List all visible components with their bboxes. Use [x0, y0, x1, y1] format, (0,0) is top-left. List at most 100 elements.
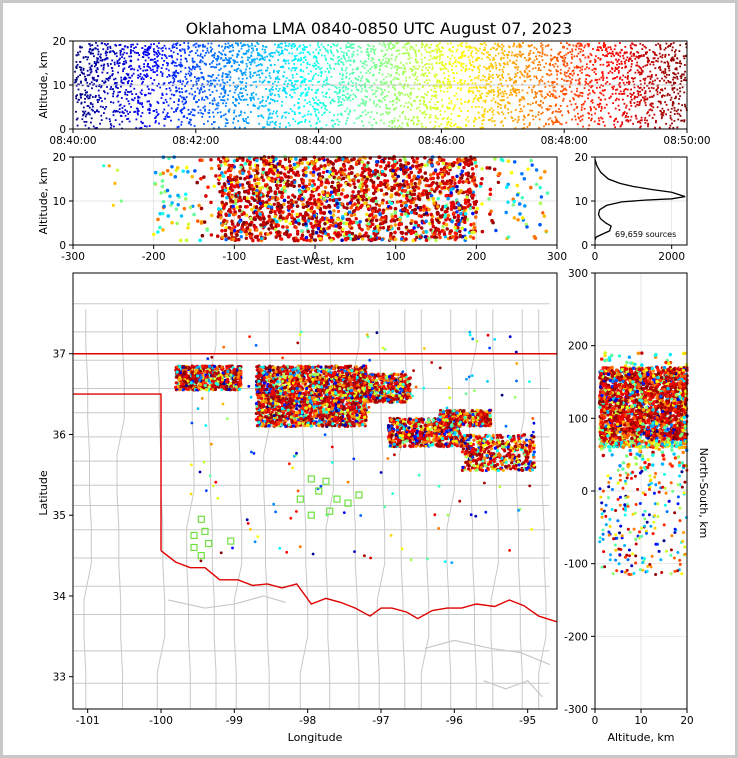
lightning-source [401, 85, 404, 88]
lightning-source [110, 67, 113, 69]
lightning-source [606, 81, 609, 83]
lightning-source [581, 92, 583, 94]
lightning-source [296, 87, 299, 89]
lightning-source [76, 78, 78, 81]
lightning-source [373, 51, 375, 54]
lightning-source [285, 60, 287, 62]
lightning-source [279, 66, 282, 68]
lightning-source [328, 71, 330, 74]
lightning-source [391, 64, 394, 67]
lightning-source [538, 90, 541, 93]
lightning-source [304, 88, 307, 91]
lightning-source [662, 111, 665, 114]
lightning-source [294, 83, 297, 86]
lightning-source [208, 84, 211, 87]
lightning-source [232, 81, 235, 84]
lightning-source [393, 46, 396, 49]
lightning-source [398, 91, 400, 94]
lightning-source [222, 99, 224, 102]
lightning-source [369, 98, 371, 101]
lightning-source [317, 42, 319, 44]
lightning-source [390, 67, 393, 70]
lightning-source [201, 98, 203, 101]
lightning-source [348, 113, 350, 115]
lightning-source [640, 99, 642, 102]
lightning-source [200, 76, 203, 79]
lightning-source [660, 88, 662, 91]
lightning-source [529, 109, 532, 112]
lightning-source [598, 42, 601, 45]
lightning-source [579, 42, 581, 45]
lightning-source [93, 83, 95, 86]
lightning-source [302, 115, 304, 118]
lightning-source [298, 106, 301, 108]
lightning-source [598, 78, 601, 81]
lightning-source [491, 117, 493, 119]
lightning-source [622, 90, 625, 93]
lightning-source [586, 63, 588, 66]
lightning-source [517, 66, 520, 68]
lightning-source [87, 97, 90, 100]
lightning-source [460, 45, 463, 48]
lightning-source [664, 47, 667, 49]
lightning-source [640, 94, 642, 96]
lightning-source [168, 75, 171, 77]
lightning-source [553, 65, 556, 68]
lightning-source [408, 76, 411, 79]
lightning-source [130, 55, 133, 58]
lightning-source [155, 108, 158, 111]
lightning-source [226, 59, 228, 61]
lightning-source [672, 102, 674, 105]
lightning-source [212, 79, 215, 82]
lightning-source [198, 65, 201, 68]
lightning-source [531, 91, 534, 94]
lightning-source [425, 126, 427, 129]
lightning-source [648, 49, 651, 51]
lightning-source [156, 53, 158, 55]
lightning-source [563, 59, 566, 61]
lightning-source [188, 121, 191, 124]
lightning-source [141, 47, 144, 49]
lightning-source [431, 66, 434, 69]
lightning-source [391, 120, 393, 122]
lightning-source [90, 64, 93, 67]
lightning-source [220, 115, 223, 117]
lightning-source [360, 85, 362, 88]
lightning-source [135, 118, 138, 121]
lightning-source [157, 47, 160, 49]
lightning-source [168, 82, 170, 84]
lightning-source [654, 126, 656, 129]
lightning-source [211, 91, 214, 93]
lightning-source [302, 52, 305, 54]
lightning-source [171, 46, 174, 49]
lightning-source [523, 70, 526, 72]
lightning-source [418, 65, 421, 68]
lightning-source [626, 81, 628, 84]
lightning-source [192, 85, 194, 87]
lightning-source [149, 47, 152, 49]
lightning-source [619, 55, 622, 58]
lightning-source [116, 95, 119, 98]
lightning-source [465, 123, 467, 126]
lightning-source [97, 75, 100, 77]
lightning-source [286, 85, 289, 88]
lightning-source [147, 66, 150, 68]
lightning-source [581, 103, 584, 106]
lightning-source [671, 88, 674, 91]
lightning-source [143, 65, 145, 68]
lightning-source [590, 113, 593, 116]
lightning-source [492, 109, 495, 112]
lightning-source [640, 125, 642, 128]
lightning-source [201, 56, 204, 58]
lightning-source [646, 64, 649, 66]
lightning-source [352, 82, 354, 84]
lightning-source [163, 82, 166, 84]
lightning-source [143, 125, 146, 127]
lightning-source [456, 44, 459, 47]
lightning-source [656, 88, 658, 91]
lightning-source [662, 114, 665, 117]
lightning-source [404, 47, 407, 49]
lightning-source [488, 54, 490, 56]
lightning-source [75, 118, 78, 121]
lightning-source [251, 44, 254, 47]
